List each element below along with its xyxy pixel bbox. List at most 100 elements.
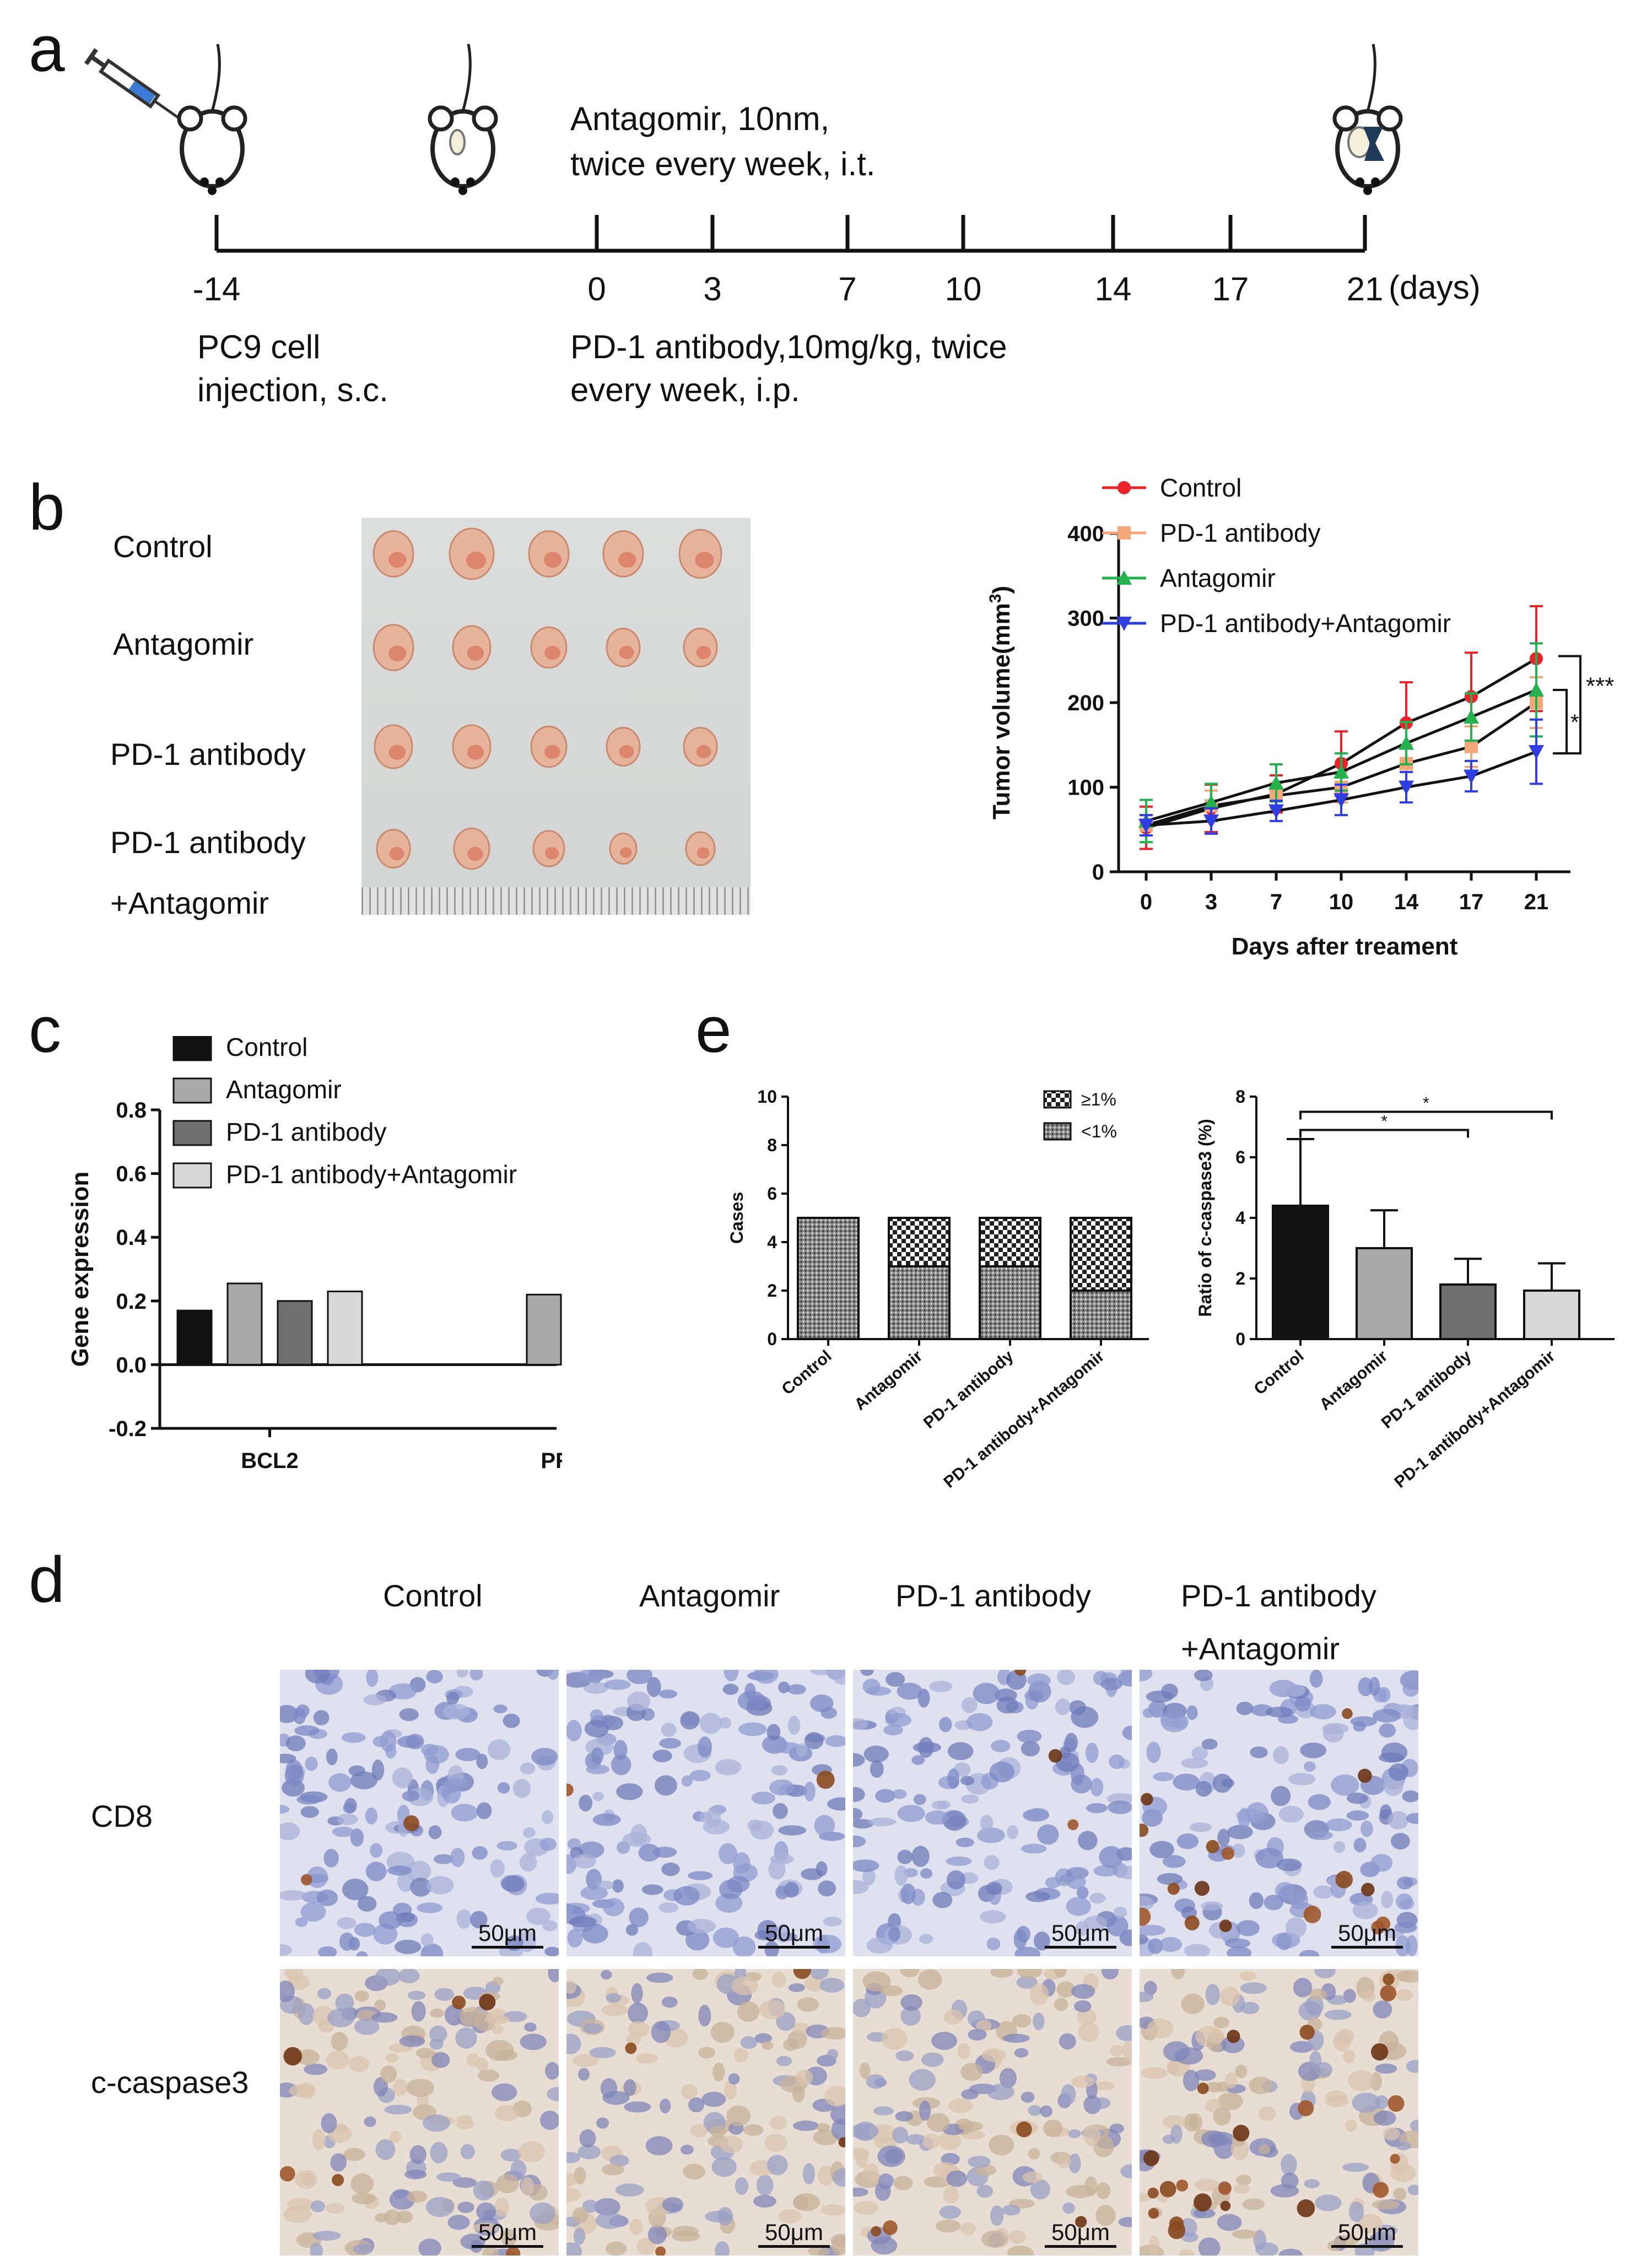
ihc-image-grid: 50μm 50μm 50μm 50μm 50μm 50μm 50μm 50μm [280,1670,1418,2256]
tumor-specimen [609,832,638,865]
significance-label: * [1570,710,1579,735]
timeline-bottom-line2: every week, i.p. [570,371,800,408]
legend-label: PD-1 antibody [1160,519,1321,547]
tumor-specimen [602,530,644,578]
tumor-specimen [606,628,641,667]
y-tick-label: 10 [757,1087,777,1107]
syringe-icon [84,48,182,121]
bar [327,1290,363,1366]
legend-label: Control [1160,473,1241,502]
tumor-specimens [372,527,722,870]
tumor-specimen [372,624,414,671]
x-tick-label: Control [1251,1347,1308,1399]
data-point [1116,617,1132,631]
legend-item: PD-1 antibody+Antagomir [1102,609,1451,638]
scale-bar: 50μm [1331,1920,1403,1949]
bar-segment [888,1265,951,1340]
series-pd-1-antibody-antagomir [1138,718,1544,837]
y-axis-label: Cases [727,1192,747,1244]
tumor-specimen [372,530,414,578]
x-tick-label: 21 [1524,890,1549,914]
tumor-row-label: +Antagomir [110,886,269,920]
y-tick-label: 4 [1235,1208,1245,1228]
legend-label: <1% [1081,1121,1117,1141]
tumor-specimen [532,830,565,867]
significance-label: * [1381,1113,1388,1131]
bar-segment [979,1265,1041,1340]
bar-segment [1070,1290,1132,1340]
bar [526,1293,562,1366]
panel-label-e: e [695,994,732,1066]
legend-item: PD-1 antibody+Antagomir [172,1160,517,1189]
tumor-row-label: PD-1 antibody [110,737,306,771]
bar [176,1309,213,1366]
panel-label-d: d [29,1544,65,1616]
y-tick-label: 100 [1067,776,1104,800]
timeline-tick-label: 21 [1347,271,1384,307]
panel-label-c: c [29,994,61,1066]
legend-item: PD-1 antibody [172,1118,387,1146]
x-tick-label: 3 [1205,890,1217,914]
bar [277,1300,313,1366]
ihc-image: 50μm [566,1670,845,1956]
timeline-tick-label: 3 [703,271,721,307]
significance-label: * [1423,1094,1429,1113]
tumor-specimen [530,626,568,669]
legend-label: Antagomir [226,1075,342,1104]
x-tick-label: 7 [1270,890,1282,914]
x-tick-label: PRF1 [541,1449,562,1473]
tumor-specimen [452,724,492,769]
tumor-specimen [606,727,641,767]
timeline-tick-label: 0 [587,271,606,307]
legend-item: Control [1102,473,1241,502]
mouse-icon [177,44,247,195]
legend-item: PD-1 antibody [1102,519,1321,547]
caspase-ratio-chart: 0 2 4 6 8 Ratio of c-caspase3 (%) Control Antag… [1195,1087,1615,1492]
data-point [1334,793,1349,808]
ihc-row-label: c-caspase3 [91,2065,249,2100]
legend-item: Antagomir [1102,564,1276,592]
legend-swatch [172,1077,212,1104]
y-axis-label: Gene expression [67,1172,94,1367]
x-tick-label: Control [779,1347,835,1399]
y-axis-label: Tumor volume(mm3) [986,586,1015,819]
tumor-volume-chart: 0 100 200 300 400 0 3 7 10 14 17 21 Days after tream… [986,473,1614,960]
bar [1272,1205,1329,1340]
tumor-photo [361,518,751,915]
x-tick-label: 10 [1329,890,1354,914]
gene-expression-chart: -0.2 0.0 0.2 0.4 0.6 0.8 Gene expression BCL2 PR… [67,1036,562,1473]
timeline-ticks: -14 0 3 7 10 14 17 21 [193,215,1384,307]
y-tick-label: 2 [767,1281,777,1301]
panel-label-a: a [29,13,65,85]
y-tick-label: 0.4 [116,1226,147,1250]
significance-bracket [1553,688,1568,755]
x-tick-label: 17 [1459,890,1484,914]
timeline-left-line1: PC9 cell [197,328,321,365]
x-tick-label: 14 [1394,890,1419,914]
y-tick-label: 0.6 [116,1162,147,1186]
timeline-bottom-line1: PD-1 antibody,10mg/kg, twice [570,328,1007,365]
tumor-specimen [685,831,716,866]
scale-bar: 50μm [1331,2219,1403,2248]
legend-swatch [172,1162,212,1189]
y-tick-label: 200 [1067,691,1104,715]
y-tick-label: 8 [1235,1087,1245,1107]
tumor-specimen [683,628,718,667]
tumor-specimen [678,528,722,579]
timeline-tick-label: -14 [193,271,241,307]
tumor-row-label: Antagomir [113,627,254,661]
ihc-image: 50μm [853,1670,1132,1956]
bar [1439,1283,1497,1340]
legend-label: PD-1 antibody [226,1118,387,1146]
ihc-image: 50μm [853,1969,1132,2256]
ihc-image: 50μm [1140,1670,1418,1956]
legend-label: ≥1% [1081,1089,1116,1109]
tumor-specimen [452,625,492,670]
timeline-tick-label: 17 [1212,271,1249,307]
scale-bar: 50μm [1045,2219,1116,2248]
scale-bar: 50μm [758,1920,830,1949]
bar-segment [979,1217,1041,1267]
scale-bar: 50μm [758,2219,830,2248]
legend-swatch [172,1120,212,1146]
ihc-col-label: Control [383,1578,483,1613]
